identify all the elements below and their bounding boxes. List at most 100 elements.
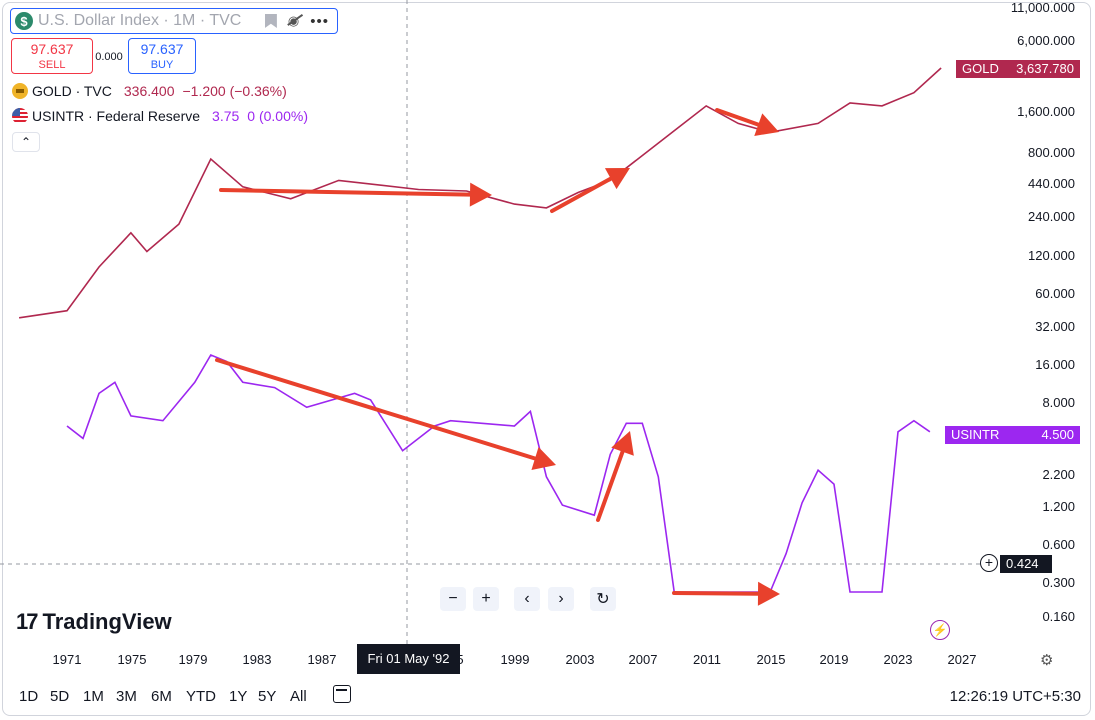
range-button-5d[interactable]: 5D <box>50 688 70 705</box>
range-button-1m[interactable]: 1M <box>83 688 104 705</box>
price-axis-label: 32.000 <box>1035 319 1075 334</box>
time-axis-label: 1979 <box>178 652 208 667</box>
price-axis-label: 120.000 <box>1028 248 1075 263</box>
gold-icon <box>12 83 28 99</box>
eye-off-icon[interactable]: ◉ <box>287 13 300 28</box>
legend-usintr-value: 3.75 <box>212 108 240 124</box>
gold-tag-symbol: GOLD <box>962 61 999 76</box>
time-axis-label: 2003 <box>565 652 595 667</box>
time-axis-label: 1983 <box>242 652 272 667</box>
price-axis-label: 2.200 <box>1042 467 1075 482</box>
range-button-all[interactable]: All <box>290 688 307 705</box>
time-axis-label: 1987 <box>307 652 337 667</box>
zoom-out-button[interactable]: − <box>440 587 466 611</box>
chevron-up-icon: ⌃ <box>20 135 32 149</box>
zoom-in-button[interactable]: + <box>473 587 499 611</box>
price-axis-label: 1.200 <box>1042 499 1075 514</box>
time-axis-label: 2011 <box>693 652 721 667</box>
price-axis-label: 11,000.000 <box>1010 0 1075 15</box>
series-line-gold[interactable] <box>18 67 942 319</box>
gold-price-tag: GOLD <box>956 60 1005 78</box>
time-axis-label: 1975 <box>117 652 147 667</box>
add-alert-plus-icon[interactable]: + <box>980 554 998 572</box>
range-button-3m[interactable]: 3M <box>116 688 137 705</box>
time-axis-label: 2019 <box>819 652 849 667</box>
settings-gear-icon[interactable]: ⚙ <box>1040 652 1054 669</box>
crosshair-price-tag: 0.424 <box>1000 555 1052 573</box>
annotation-arrow-line <box>219 188 473 197</box>
annotation-arrow-head <box>757 581 780 606</box>
annotation-arrow-line <box>215 358 537 461</box>
tradingview-logo-text: TradingView <box>42 609 172 634</box>
legend-usintr[interactable]: USINTR · Federal Reserve 3.75 0 (0.00%) <box>12 108 308 124</box>
collapse-legend-button[interactable]: ⌃ <box>12 132 40 152</box>
buy-button[interactable]: 97.637 BUY <box>128 38 196 74</box>
spread-value: 0.000 <box>95 51 123 63</box>
legend-gold-name: GOLD · TVC <box>32 83 112 99</box>
symbol-title: U.S. Dollar Index · 1M · TVC <box>38 12 242 29</box>
annotation-arrow-head <box>611 431 634 456</box>
range-button-1d[interactable]: 1D <box>19 688 39 705</box>
sell-price: 97.637 <box>30 41 74 57</box>
us-flag-icon <box>12 108 28 124</box>
clock-time[interactable]: 12:26:19 UTC+5:30 <box>949 688 1081 705</box>
price-axis-label: 440.000 <box>1028 176 1075 191</box>
usintr-price-tag: USINTR <box>945 426 1006 444</box>
legend-usintr-change: 0 (0.00%) <box>247 108 308 124</box>
buy-price: 97.637 <box>140 41 184 57</box>
price-axis-label: 6,000.000 <box>1017 33 1075 48</box>
calendar-icon[interactable] <box>333 685 351 703</box>
price-axis-label: 0.600 <box>1042 537 1075 552</box>
reset-chart-button[interactable]: ↻ <box>590 587 616 611</box>
more-dots-icon[interactable]: ••• <box>310 12 329 30</box>
time-axis-label: 2027 <box>947 652 977 667</box>
symbol-legend-title[interactable]: $ U.S. Dollar Index · 1M · TVC ◉ ••• <box>10 8 338 34</box>
time-axis-label: 1999 <box>500 652 530 667</box>
price-axis-label: 800.000 <box>1028 145 1075 160</box>
gold-tag-value: 3,637.780 <box>1001 60 1080 78</box>
price-axis-label: 0.300 <box>1042 575 1075 590</box>
price-axis-label: 60.000 <box>1035 286 1075 301</box>
legend-usintr-name: USINTR · Federal Reserve <box>32 108 201 124</box>
lightning-icon[interactable]: ⚡ <box>930 620 950 640</box>
range-button-5y[interactable]: 5Y <box>258 688 277 705</box>
usintr-tag-symbol: USINTR <box>951 427 1000 442</box>
annotation-arrow-line <box>715 108 761 127</box>
price-axis-label: 240.000 <box>1028 209 1075 224</box>
dollar-icon: $ <box>15 12 33 30</box>
tradingview-logo[interactable]: 17 TradingView <box>16 609 172 635</box>
time-axis-label: 1971 <box>52 652 82 667</box>
legend-gold-value: 336.400 <box>123 83 175 99</box>
scroll-right-button[interactable]: › <box>548 587 574 611</box>
crosshair-date-label: Fri 01 May '92 <box>357 644 460 674</box>
sell-label: SELL <box>38 59 66 71</box>
annotation-arrow-line <box>550 176 613 213</box>
price-axis-label: 0.160 <box>1042 609 1075 624</box>
annotation-arrow-head <box>531 447 556 470</box>
annotation-arrow-head <box>754 113 779 136</box>
time-axis-label: 5 <box>456 652 464 667</box>
time-axis-label: 2015 <box>756 652 786 667</box>
series-line-usintr[interactable] <box>66 353 931 593</box>
annotation-arrow-head <box>469 182 492 207</box>
sell-button[interactable]: 97.637 SELL <box>11 38 93 74</box>
range-button-6m[interactable]: 6M <box>151 688 172 705</box>
tradingview-mark-icon: 17 <box>16 609 39 634</box>
range-button-ytd[interactable]: YTD <box>186 688 216 705</box>
annotation-arrow-line <box>596 449 625 522</box>
annotation-arrow-line <box>672 591 761 596</box>
price-axis-label: 1,600.000 <box>1017 104 1075 119</box>
flag-icon[interactable] <box>264 14 277 28</box>
scroll-left-button[interactable]: ‹ <box>514 587 540 611</box>
buy-label: BUY <box>150 59 174 71</box>
time-axis-label: 2023 <box>883 652 913 667</box>
annotation-arrow-head <box>604 168 630 190</box>
price-axis-label: 8.000 <box>1042 395 1075 410</box>
legend-gold-change: −1.200 (−0.36%) <box>182 83 287 99</box>
range-button-1y[interactable]: 1Y <box>229 688 248 705</box>
legend-gold[interactable]: GOLD · TVC 336.400 −1.200 (−0.36%) <box>12 83 287 99</box>
usintr-tag-value: 4.500 <box>1001 426 1080 444</box>
time-axis-label: 2007 <box>628 652 658 667</box>
